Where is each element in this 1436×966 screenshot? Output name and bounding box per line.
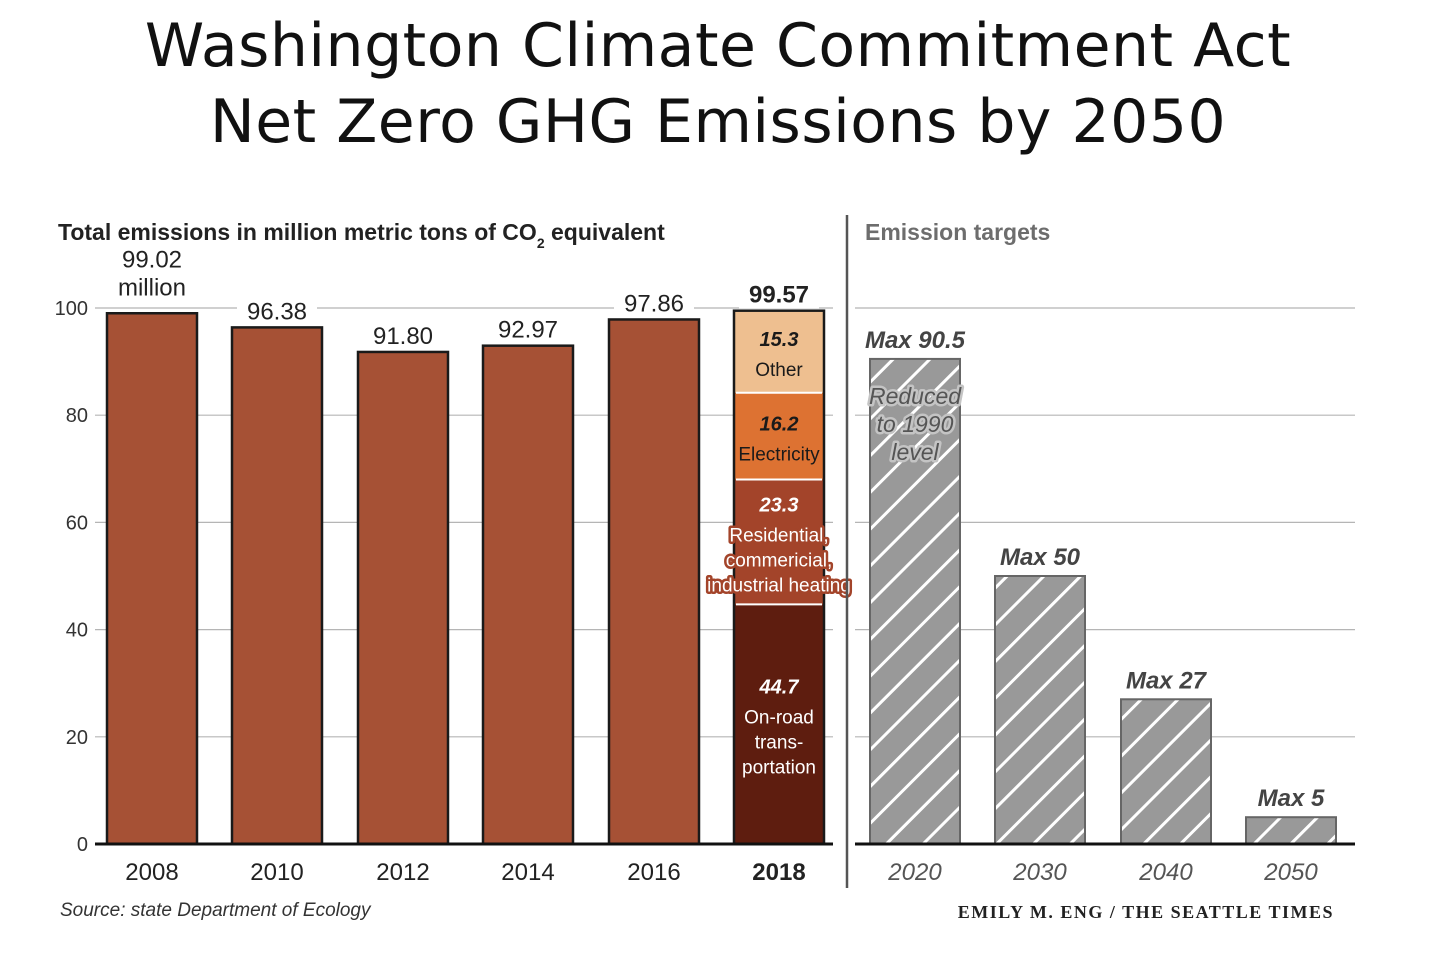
y-tick-label: 40 — [66, 620, 88, 642]
segment-value-3: 15.3 — [760, 329, 799, 351]
y-tick-label: 20 — [66, 727, 88, 749]
bar-2008 — [105, 312, 199, 846]
y-tick-label: 80 — [66, 405, 88, 427]
value-label-bg — [614, 292, 694, 318]
x-tick-2016: 2016 — [627, 859, 680, 886]
target-bar-2020 — [869, 357, 961, 845]
bar-2014 — [481, 344, 575, 846]
chart-title-line-2: Net Zero GHG Emissions by 2050 — [209, 87, 1227, 157]
value-label-unit: million — [118, 274, 186, 301]
segment-label-0: On-road — [744, 708, 814, 729]
target-label-2020: Max 90.5 — [865, 327, 966, 354]
targets-title: Emission targets — [865, 219, 1050, 245]
x-tick-2010: 2010 — [250, 859, 303, 886]
segment-label-1: Residential, — [729, 525, 828, 546]
segment-label-1: commericial, — [726, 550, 833, 571]
target-note-2020: Reduced — [869, 383, 962, 409]
credit-line: EMILY M. ENG / THE SEATTLE TIMES — [958, 902, 1334, 922]
x-tick-2040: 2040 — [1138, 859, 1193, 886]
segment-0 — [734, 604, 824, 844]
x-tick-2012: 2012 — [376, 859, 429, 886]
value-label-2014: 92.97 — [498, 317, 558, 344]
value-label-bg — [488, 318, 568, 344]
target-label-2050: Max 5 — [1258, 785, 1325, 812]
y-tick-label: 0 — [77, 834, 88, 856]
segment-3 — [734, 310, 824, 393]
y-axis-title: Total emissions in million metric tons o… — [58, 219, 665, 251]
segment-label-0: trans- — [755, 733, 804, 754]
value-label-2010: 96.38 — [247, 298, 307, 325]
target-note-2020: to 1990 — [877, 411, 954, 437]
segment-label-2: Electricity — [738, 445, 820, 466]
segment-value-1: 23.3 — [759, 494, 799, 516]
x-tick-2018: 2018 — [752, 859, 805, 886]
x-axis-ticks: 2008 2010 2012 2014 2016 2018 2020 2030 2040 2050 — [125, 859, 1318, 886]
y-tick-label: 60 — [66, 512, 88, 534]
value-label-bg — [237, 300, 317, 326]
y-axis-ticks: 0 20 40 60 80 100 — [55, 298, 88, 856]
value-label-bg — [363, 324, 443, 350]
segment-1 — [734, 479, 824, 605]
segment-value-0: 44.7 — [759, 677, 800, 699]
x-tick-2030: 2030 — [1012, 859, 1067, 886]
bar-2010 — [230, 326, 324, 846]
x-tick-2014: 2014 — [501, 859, 554, 886]
value-label-2008: 99.02 — [122, 246, 182, 273]
y-tick-label: 100 — [55, 298, 88, 320]
segment-label-0: portation — [742, 758, 816, 779]
target-bar-2030 — [994, 575, 1086, 845]
target-bar-2050 — [1245, 816, 1337, 846]
chart-title-line-1: Washington Climate Commitment Act — [144, 11, 1292, 81]
x-tick-2020: 2020 — [887, 859, 942, 886]
segment-label-1: industrial heating — [707, 575, 851, 596]
bar-2016 — [607, 318, 701, 846]
target-label-2030: Max 50 — [1000, 544, 1081, 571]
target-note-2020: level — [891, 439, 939, 465]
target-bar-2040 — [1120, 698, 1212, 846]
source-note: Source: state Department of Ecology — [60, 900, 372, 921]
x-tick-2050: 2050 — [1263, 859, 1318, 886]
target-label-2040: Max 27 — [1126, 667, 1208, 694]
breakdown-2018-stack: 44.7 On-road trans-portation 23.3 Residentia… — [705, 309, 853, 846]
value-label-2012: 91.80 — [373, 323, 433, 350]
segment-label-3: Other — [755, 360, 803, 381]
chart-title: Washington Climate Commitment Act Net Ze… — [0, 8, 1436, 160]
bar-2012 — [356, 350, 450, 846]
segment-2 — [734, 392, 824, 480]
x-tick-2008: 2008 — [125, 859, 178, 886]
value-label-2018: 99.57 — [749, 281, 809, 308]
value-label-bg — [739, 283, 819, 309]
value-label-2016: 97.86 — [624, 290, 684, 317]
segment-value-2: 16.2 — [760, 414, 799, 436]
